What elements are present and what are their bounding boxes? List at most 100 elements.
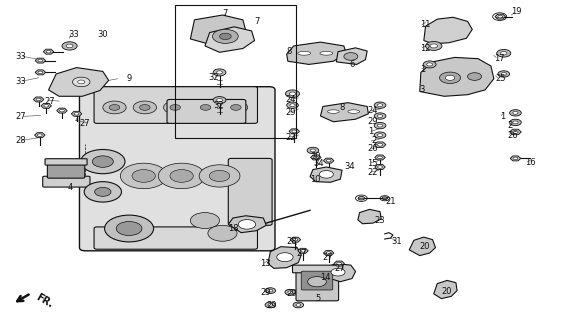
Circle shape [62, 42, 77, 50]
Circle shape [326, 252, 331, 254]
FancyBboxPatch shape [47, 164, 85, 178]
Text: 3: 3 [419, 85, 425, 94]
Circle shape [326, 159, 331, 162]
Circle shape [374, 132, 386, 138]
Circle shape [498, 71, 510, 77]
FancyBboxPatch shape [228, 158, 272, 225]
Text: 12: 12 [419, 44, 430, 53]
Text: 34: 34 [313, 159, 324, 168]
Circle shape [285, 90, 300, 98]
Text: 20: 20 [441, 287, 452, 296]
Text: 34: 34 [344, 162, 355, 171]
FancyBboxPatch shape [43, 176, 90, 187]
Polygon shape [324, 251, 334, 255]
Circle shape [314, 156, 318, 159]
Polygon shape [268, 247, 301, 268]
Text: 26: 26 [507, 131, 518, 140]
Circle shape [513, 131, 518, 133]
Circle shape [513, 121, 518, 124]
Circle shape [296, 304, 301, 306]
Circle shape [378, 166, 383, 168]
Circle shape [133, 101, 157, 114]
Circle shape [501, 52, 507, 55]
Text: 8: 8 [287, 47, 292, 56]
Text: 2: 2 [371, 136, 377, 145]
Circle shape [285, 289, 295, 295]
Polygon shape [510, 156, 521, 161]
Polygon shape [336, 48, 367, 64]
Circle shape [301, 250, 305, 252]
Circle shape [467, 73, 481, 80]
Text: 30: 30 [97, 30, 108, 39]
Circle shape [377, 115, 383, 117]
Polygon shape [290, 237, 301, 242]
Text: 27: 27 [15, 113, 26, 122]
Circle shape [109, 105, 120, 110]
Circle shape [496, 14, 504, 19]
Polygon shape [311, 155, 321, 160]
Text: 29: 29 [285, 108, 296, 117]
Circle shape [307, 147, 319, 154]
Polygon shape [35, 70, 46, 75]
Circle shape [374, 123, 386, 129]
Circle shape [216, 99, 222, 102]
Polygon shape [298, 248, 308, 253]
Text: 27: 27 [44, 97, 55, 106]
Circle shape [38, 59, 43, 62]
Text: 32: 32 [208, 73, 219, 82]
Circle shape [190, 212, 219, 228]
Circle shape [132, 170, 156, 182]
Circle shape [439, 72, 460, 84]
Polygon shape [310, 167, 342, 182]
Text: 4: 4 [68, 183, 73, 192]
Text: 33: 33 [68, 30, 78, 39]
Circle shape [337, 262, 342, 265]
Text: 25: 25 [495, 74, 506, 83]
Circle shape [378, 156, 383, 159]
Circle shape [208, 225, 237, 241]
Text: 23: 23 [374, 216, 385, 225]
Text: 16: 16 [525, 158, 535, 167]
Circle shape [170, 170, 193, 182]
Circle shape [310, 149, 315, 152]
Polygon shape [289, 129, 300, 134]
Text: 27: 27 [80, 119, 90, 128]
Circle shape [36, 98, 41, 101]
Circle shape [358, 196, 364, 200]
Text: 17: 17 [494, 53, 504, 62]
Text: 10: 10 [310, 175, 321, 184]
FancyBboxPatch shape [301, 271, 333, 290]
FancyBboxPatch shape [80, 87, 275, 251]
Circle shape [498, 15, 503, 18]
Text: 20: 20 [419, 242, 430, 251]
Polygon shape [35, 133, 45, 138]
Circle shape [216, 71, 222, 74]
Text: 18: 18 [228, 224, 239, 233]
Polygon shape [424, 17, 472, 44]
Circle shape [73, 77, 90, 87]
Circle shape [78, 80, 85, 84]
Text: 5: 5 [316, 294, 321, 303]
Circle shape [224, 101, 247, 114]
Circle shape [290, 92, 295, 95]
Circle shape [513, 111, 518, 114]
Circle shape [277, 253, 293, 262]
Circle shape [159, 163, 205, 189]
FancyBboxPatch shape [94, 227, 257, 249]
Text: 6: 6 [350, 60, 355, 69]
Polygon shape [287, 42, 346, 64]
Circle shape [374, 102, 386, 108]
Text: 33: 33 [15, 77, 26, 86]
Circle shape [37, 134, 42, 136]
Text: 8: 8 [339, 103, 345, 112]
Text: 7: 7 [222, 9, 228, 18]
Circle shape [292, 130, 297, 132]
Text: 19: 19 [511, 7, 522, 16]
Polygon shape [190, 15, 246, 45]
Circle shape [268, 304, 273, 306]
Circle shape [105, 215, 154, 242]
Text: 22: 22 [367, 168, 378, 177]
Ellipse shape [298, 51, 311, 55]
Circle shape [74, 113, 79, 115]
Polygon shape [334, 261, 345, 266]
